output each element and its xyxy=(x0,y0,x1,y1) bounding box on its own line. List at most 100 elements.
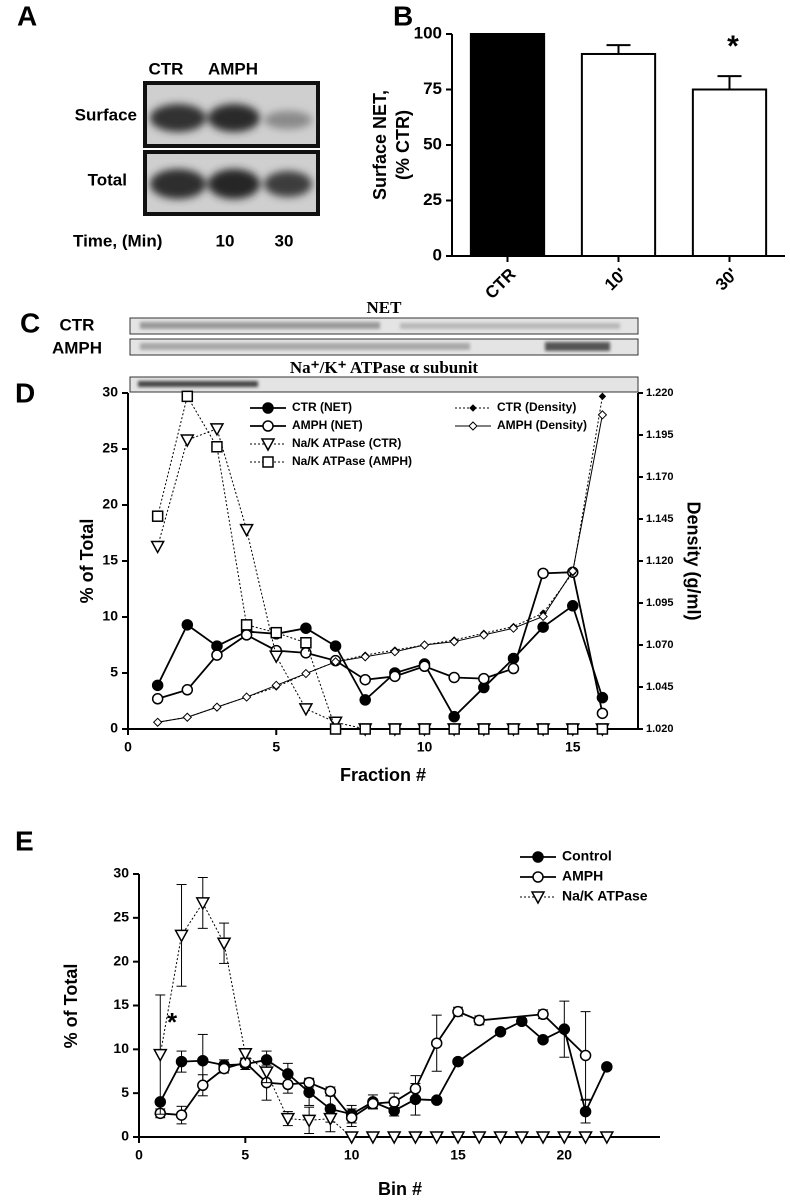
x-tick-label: 10' xyxy=(601,265,631,295)
legend-label: AMPH (Density) xyxy=(497,418,587,432)
strip-atpase xyxy=(129,376,639,393)
y-tick-label: 10 xyxy=(102,608,118,624)
marker xyxy=(197,1054,209,1067)
marker xyxy=(596,707,609,720)
lane-label: CTR xyxy=(149,59,184,78)
y-tick-label: 75 xyxy=(423,79,442,98)
marker xyxy=(181,619,194,631)
x-tick-label: 0 xyxy=(135,1147,143,1163)
condition-label: CTR xyxy=(60,315,95,334)
legend-marker xyxy=(532,871,544,883)
y2-tick-label: 1.070 xyxy=(646,639,674,651)
marker xyxy=(174,929,189,943)
marker xyxy=(388,1096,400,1108)
marker xyxy=(301,1114,317,1128)
marker xyxy=(181,390,194,403)
marker xyxy=(300,647,312,659)
marker xyxy=(218,1062,230,1075)
marker xyxy=(280,1112,296,1127)
marker xyxy=(298,703,314,717)
y-tick-label: 5 xyxy=(121,1084,129,1100)
marker xyxy=(507,662,520,675)
marker xyxy=(359,673,371,686)
panel-letter: C xyxy=(20,307,40,338)
marker xyxy=(537,621,549,633)
y-tick-label: 30 xyxy=(102,384,118,400)
marker xyxy=(537,567,549,580)
marker xyxy=(596,723,609,735)
marker xyxy=(508,623,519,633)
marker xyxy=(216,937,232,951)
marker xyxy=(360,652,370,662)
marker xyxy=(598,392,607,401)
marker xyxy=(150,540,165,555)
legend-marker xyxy=(530,891,546,905)
x-tick-label: 20 xyxy=(557,1147,573,1163)
marker xyxy=(259,1066,274,1080)
marker xyxy=(448,723,460,735)
panel-letter: D xyxy=(15,377,35,408)
y-tick-label: 100 xyxy=(414,23,442,42)
marker xyxy=(418,660,431,673)
marker xyxy=(240,619,253,631)
marker xyxy=(303,1086,315,1099)
strip-ctr xyxy=(129,317,639,335)
marker xyxy=(180,434,195,448)
band xyxy=(150,104,206,132)
marker xyxy=(449,636,459,647)
marker xyxy=(386,1131,402,1145)
series-line xyxy=(157,395,603,730)
legend-marker xyxy=(262,456,274,468)
time-label: Time, (Min) xyxy=(73,231,162,250)
marker xyxy=(409,1083,422,1095)
series-line xyxy=(157,414,603,723)
marker xyxy=(450,1131,466,1145)
marker xyxy=(389,723,401,735)
marker xyxy=(241,692,252,702)
marker xyxy=(175,1055,188,1068)
series xyxy=(151,600,609,723)
y-tick-label: 25 xyxy=(423,190,442,209)
marker xyxy=(151,693,164,705)
marker xyxy=(478,723,490,735)
series-line xyxy=(159,901,607,1138)
band xyxy=(208,169,260,199)
marker xyxy=(197,1079,209,1092)
series-line xyxy=(156,604,604,719)
marker xyxy=(568,566,578,576)
marker xyxy=(557,1131,572,1145)
band xyxy=(264,171,312,197)
marker xyxy=(330,657,341,667)
blot-total xyxy=(143,150,320,216)
marker xyxy=(507,723,520,735)
y-tick-label: 20 xyxy=(102,496,118,512)
marker xyxy=(537,1008,549,1021)
marker xyxy=(175,1109,188,1121)
legend-label: AMPH xyxy=(562,868,603,884)
series xyxy=(154,1005,592,1127)
marker xyxy=(493,1131,508,1145)
marker xyxy=(597,410,608,420)
marker xyxy=(535,1131,551,1145)
row-label: Surface xyxy=(75,105,137,124)
y-axis-label: Surface NET, xyxy=(370,90,390,200)
marker xyxy=(271,680,281,691)
marker xyxy=(240,629,253,641)
x-tick-label: 15 xyxy=(565,739,581,755)
y-axis-label: (% CTR) xyxy=(393,110,413,180)
marker xyxy=(514,1131,530,1145)
legend-label: Na/K ATPase xyxy=(562,888,648,904)
marker xyxy=(211,441,223,453)
marker xyxy=(478,672,490,685)
series xyxy=(153,877,615,1145)
marker xyxy=(153,1048,168,1063)
bar xyxy=(580,52,657,258)
marker xyxy=(419,640,430,650)
band xyxy=(208,104,260,132)
marker xyxy=(212,702,222,712)
band xyxy=(140,343,470,350)
blot-bands xyxy=(150,104,312,132)
y2-tick-label: 1.195 xyxy=(646,429,674,441)
condition-label: AMPH xyxy=(52,338,102,357)
y-tick-label: 10 xyxy=(113,1040,129,1056)
